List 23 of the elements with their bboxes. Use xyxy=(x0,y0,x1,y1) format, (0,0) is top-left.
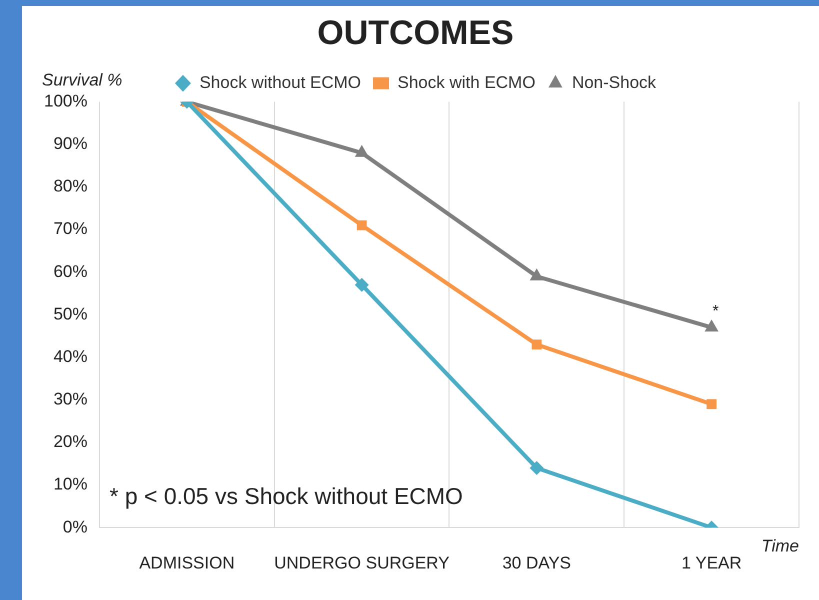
x-tick-label: ADMISSION xyxy=(139,553,235,572)
legend-label: Non-Shock xyxy=(572,72,657,92)
y-tick-label: 50% xyxy=(53,304,88,324)
y-tick-label: 0% xyxy=(62,517,88,536)
x-tick-label: 1 YEAR xyxy=(681,553,742,572)
y-tick-label: 70% xyxy=(53,219,88,238)
annotation: * p < 0.05 vs Shock without ECMO xyxy=(109,482,463,509)
annotation: * xyxy=(712,302,719,320)
y-tick-label: 90% xyxy=(53,134,88,154)
legend-label: Shock with ECMO xyxy=(398,72,536,92)
chart-title: OUTCOMES xyxy=(317,14,514,52)
y-tick-label: 100% xyxy=(44,91,88,110)
y-tick-label: 30% xyxy=(53,390,88,409)
y-tick-label: 80% xyxy=(53,176,88,196)
y-tick-label: 40% xyxy=(53,346,88,366)
y-tick-label: 60% xyxy=(53,262,88,281)
x-tick-label: UNDERGO SURGERY xyxy=(274,553,450,572)
x-axis-title: Time xyxy=(761,536,799,556)
y-tick-label: 10% xyxy=(53,474,88,494)
legend-label: Shock without ECMO xyxy=(199,72,362,92)
y-axis-title: Survival % xyxy=(42,70,122,90)
y-tick-label: 20% xyxy=(53,432,88,452)
x-tick-label: 30 DAYS xyxy=(502,553,572,572)
